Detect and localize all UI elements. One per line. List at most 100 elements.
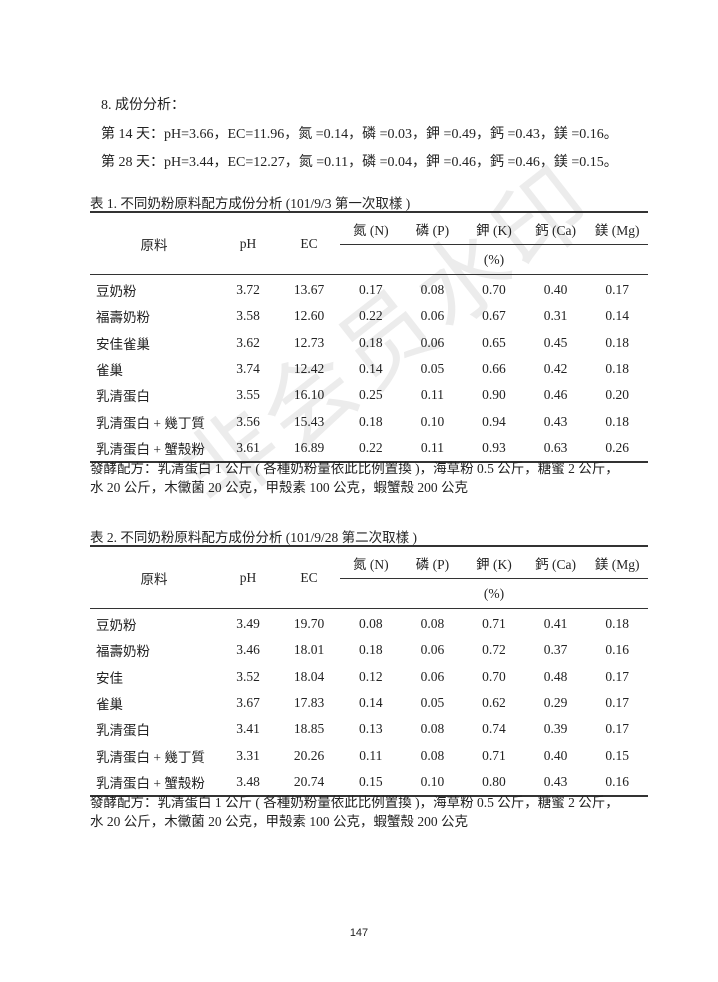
cell-p: 0.11	[420, 387, 444, 403]
table-row: 福壽奶粉 3.46 18.01 0.18 0.06 0.72 0.37 0.16	[90, 637, 648, 663]
table1-caption: 表 1. 不同奶粉原料配方成份分析 (101/9/3 第一次取樣 )	[90, 196, 411, 211]
table-row: 乳清蛋白 + 幾丁質 3.56 15.43 0.18 0.10 0.94 0.43 0.18	[90, 408, 648, 434]
table2-note-line2: 水 20 公斤，木黴菌 20 公克，甲殼素 100 公克，蝦蟹殼 200 公克	[90, 814, 468, 829]
cell-ec: 12.42	[293, 361, 325, 377]
table2-note-line1: 發酵配方：乳清蛋白 1 公斤 ( 各種奶粉量依此比例置換 )，海草粉 0.5 公…	[90, 795, 619, 810]
cell-ca: 0.31	[543, 308, 568, 324]
cell-mg: 0.18	[605, 361, 629, 377]
cell-k: 0.93	[463, 434, 525, 464]
cell-k: 0.70	[482, 668, 506, 684]
cell-p: 0.06	[420, 642, 445, 658]
cell-n: 0.22	[340, 434, 402, 464]
cell-mg: 0.15	[605, 747, 629, 763]
cell-material: 乳清蛋白 + 幾丁質	[96, 749, 205, 765]
cell-k: 0.71	[482, 616, 506, 632]
cell-ph: 3.52	[236, 668, 260, 684]
cell-n: 0.12	[358, 668, 383, 684]
cell-k: 0.71	[482, 747, 506, 763]
header-material: 原料	[90, 212, 218, 275]
cell-ec: 12.60	[293, 308, 325, 324]
day14-result: 第 14 天：pH=3.66，EC=11.96，氮 =0.14，磷 =0.03，…	[101, 127, 618, 142]
table-row: 乳清蛋白 + 蟹殼粉 3.61 16.89 0.22 0.11 0.93 0.63 0.26	[90, 434, 648, 464]
cell-mg: 0.26	[586, 434, 648, 464]
header-ph: pH	[218, 212, 278, 275]
cell-n: 0.14	[358, 695, 383, 711]
cell-n: 0.15	[340, 768, 402, 798]
cell-mg: 0.18	[605, 413, 629, 429]
cell-mg: 0.17	[605, 695, 629, 711]
cell-ph: 3.72	[236, 282, 260, 298]
cell-p: 0.11	[401, 434, 464, 464]
table2-body: 豆奶粉 3.49 19.70 0.08 0.08 0.71 0.41 0.18 福壽奶粉 3.46…	[90, 609, 648, 798]
cell-mg: 0.17	[605, 668, 629, 684]
cell-material: 乳清蛋白	[96, 389, 150, 405]
cell-material: 福壽奶粉	[96, 310, 150, 326]
cell-material: 安佳	[96, 670, 123, 686]
table-row: 雀巢 3.67 17.83 0.14 0.05 0.62 0.29 0.17	[90, 690, 648, 716]
header-p: 磷 (P)	[401, 212, 464, 245]
cell-p: 0.10	[420, 413, 445, 429]
cell-ec: 20.26	[293, 747, 325, 763]
cell-ca: 0.37	[543, 642, 568, 658]
cell-ph: 3.48	[218, 768, 278, 798]
cell-n: 0.25	[358, 387, 383, 403]
cell-ec: 12.73	[293, 334, 325, 350]
cell-material: 豆奶粉	[96, 618, 137, 634]
cell-ph: 3.56	[236, 413, 260, 429]
cell-ph: 3.49	[236, 616, 260, 632]
cell-ph: 3.61	[218, 434, 278, 464]
cell-mg: 0.16	[605, 642, 629, 658]
table-row: 安佳雀巢 3.62 12.73 0.18 0.06 0.65 0.45 0.18	[90, 330, 648, 356]
cell-mg: 0.18	[605, 616, 629, 632]
cell-ca: 0.43	[543, 413, 568, 429]
cell-p: 0.10	[401, 768, 464, 798]
cell-n: 0.13	[358, 721, 383, 737]
cell-ph: 3.41	[236, 721, 260, 737]
cell-k: 0.62	[482, 695, 506, 711]
cell-n: 0.14	[358, 361, 383, 377]
cell-p: 0.06	[420, 334, 445, 350]
cell-k: 0.66	[482, 361, 506, 377]
cell-k: 0.67	[482, 308, 506, 324]
table1-note: 發酵配方：乳清蛋白 1 公斤 ( 各種奶粉量依此比例置換 )，海草粉 0.5 公…	[90, 459, 650, 497]
table-row: 雀巢 3.74 12.42 0.14 0.05 0.66 0.42 0.18	[90, 356, 648, 382]
cell-material: 乳清蛋白 + 蟹殼粉	[90, 768, 218, 798]
cell-n: 0.18	[358, 334, 383, 350]
cell-ph: 3.62	[236, 334, 260, 350]
table-row: 乳清蛋白 + 蟹殼粉 3.48 20.74 0.15 0.10 0.80 0.43 0.16	[90, 768, 648, 798]
cell-ec: 19.70	[293, 616, 325, 632]
header-ca: 鈣 (Ca)	[524, 546, 587, 579]
cell-k: 0.80	[463, 768, 525, 798]
table-row: 安佳 3.52 18.04 0.12 0.06 0.70 0.48 0.17	[90, 664, 648, 690]
cell-mg: 0.17	[605, 721, 629, 737]
table1-note-line2: 水 20 公斤，木黴菌 20 公克，甲殼素 100 公克，蝦蟹殼 200 公克	[90, 480, 468, 495]
table-row: 豆奶粉 3.72 13.67 0.17 0.08 0.70 0.40 0.17	[90, 275, 648, 304]
cell-material: 雀巢	[96, 697, 123, 713]
section-heading: 8. 成份分析：	[101, 98, 185, 113]
cell-material: 雀巢	[96, 363, 123, 379]
cell-ca: 0.40	[543, 282, 568, 298]
cell-ec: 13.67	[293, 282, 325, 298]
cell-p: 0.05	[420, 361, 445, 377]
cell-mg: 0.20	[605, 387, 629, 403]
cell-p: 0.08	[420, 721, 445, 737]
header-ec: EC	[278, 546, 340, 609]
cell-n: 0.18	[358, 642, 383, 658]
header-p: 磷 (P)	[401, 546, 464, 579]
header-material: 原料	[90, 546, 218, 609]
cell-k: 0.74	[482, 721, 506, 737]
cell-ph: 3.46	[236, 642, 260, 658]
cell-ca: 0.41	[543, 616, 568, 632]
cell-n: 0.18	[358, 413, 383, 429]
cell-ca: 0.46	[543, 387, 568, 403]
day28-result: 第 28 天：pH=3.44，EC=12.27，氮 =0.11，磷 =0.04，…	[101, 155, 618, 170]
cell-k: 0.72	[482, 642, 506, 658]
cell-material: 安佳雀巢	[96, 336, 150, 352]
cell-ca: 0.39	[543, 721, 568, 737]
cell-n: 0.08	[358, 616, 383, 632]
cell-material: 豆奶粉	[96, 284, 137, 300]
page-number: 147	[349, 927, 369, 939]
cell-ca: 0.48	[543, 668, 568, 684]
cell-material: 福壽奶粉	[96, 644, 150, 660]
cell-ec: 18.85	[293, 721, 325, 737]
